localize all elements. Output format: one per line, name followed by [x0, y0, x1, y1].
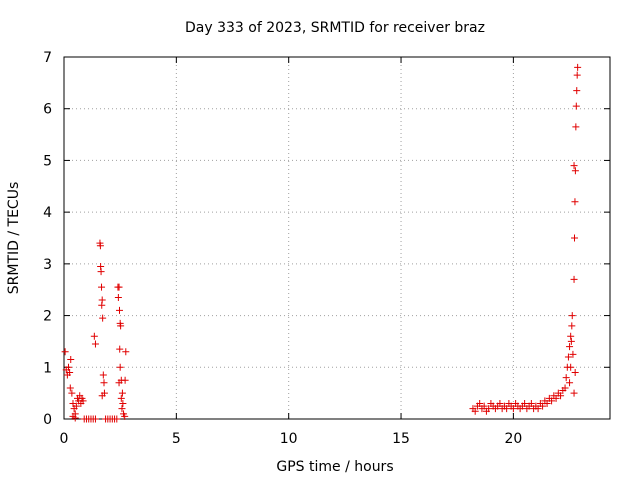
data-point [96, 242, 104, 250]
data-point [471, 407, 479, 415]
y-tick-label: 1 [43, 360, 52, 376]
x-tick-label: 5 [172, 431, 181, 447]
data-point [97, 268, 105, 276]
chart-title: Day 333 of 2023, SRMTID for receiver bra… [185, 20, 485, 36]
data-point [476, 399, 484, 407]
data-point [485, 405, 493, 413]
data-point [573, 71, 581, 79]
data-point [61, 348, 69, 356]
data-point [91, 415, 99, 423]
data-point [119, 399, 127, 407]
x-axis-label: GPS time / hours [276, 459, 393, 475]
x-tick-label: 20 [504, 431, 522, 447]
data-point [521, 399, 529, 407]
data-point [567, 337, 575, 345]
data-point [98, 392, 106, 400]
data-point [566, 379, 574, 387]
data-point [66, 384, 74, 392]
data-point [573, 87, 581, 95]
data-point [562, 374, 570, 382]
data-point [557, 392, 565, 400]
data-point [527, 399, 535, 407]
y-axis-label: SRMTID / TECUs [6, 182, 22, 295]
data-point [79, 397, 87, 405]
y-tick-labels: 0 1 2 3 4 5 6 7 [43, 50, 52, 428]
data-point [552, 394, 560, 402]
data-point [99, 371, 107, 379]
data-point [113, 415, 121, 423]
y-tick-label: 6 [43, 102, 52, 118]
data-point [572, 123, 580, 131]
data-point [566, 343, 574, 351]
data-point [68, 389, 76, 397]
data-point [571, 167, 579, 175]
y-tick-label: 5 [43, 153, 52, 169]
data-point [543, 399, 551, 407]
y-tick-label: 3 [43, 257, 52, 273]
data-point [534, 405, 542, 413]
data-point [100, 379, 108, 387]
data-point [98, 283, 106, 291]
data-point [71, 414, 79, 422]
data-point [570, 389, 578, 397]
data-point [121, 412, 129, 420]
data-point [574, 63, 582, 71]
data-point [90, 332, 98, 340]
data-point [115, 306, 123, 314]
x-tick-label: 0 [60, 431, 69, 447]
data-point [99, 314, 107, 322]
data-point [570, 275, 578, 283]
x-tick-label: 10 [280, 431, 298, 447]
data-point [116, 345, 124, 353]
plot-frame [63, 56, 611, 420]
data-point [115, 283, 123, 291]
data-point [91, 340, 99, 348]
data-point [67, 356, 75, 364]
data-point [567, 363, 575, 371]
grid [64, 57, 610, 419]
data-point [548, 397, 556, 405]
axis-ticks [63, 56, 610, 420]
data-point [564, 353, 572, 361]
x-tick-labels: 0 5 10 15 20 [60, 431, 523, 447]
data-point [116, 363, 124, 371]
data-point [122, 348, 130, 356]
data-point [571, 198, 579, 206]
data-point [571, 368, 579, 376]
data-point [480, 402, 488, 410]
data-point [121, 376, 129, 384]
data-point [114, 293, 122, 301]
x-tick-label: 15 [392, 431, 410, 447]
data-point [570, 162, 578, 170]
y-tick-label: 7 [43, 50, 52, 66]
data-point [561, 384, 569, 392]
data-point [503, 405, 511, 413]
data-points [61, 63, 582, 423]
data-point [66, 368, 74, 376]
data-point [572, 102, 580, 110]
data-point [72, 402, 80, 410]
data-point [117, 394, 125, 402]
data-point [539, 402, 547, 410]
data-point [115, 379, 123, 387]
data-point [567, 332, 575, 340]
data-point [98, 301, 106, 309]
data-point [117, 322, 125, 330]
data-point [568, 312, 576, 320]
y-tick-label: 2 [43, 309, 52, 325]
data-point [568, 322, 576, 330]
y-tick-label: 0 [43, 412, 52, 428]
data-point [118, 405, 126, 413]
data-point [569, 350, 577, 358]
y-tick-label: 4 [43, 205, 52, 221]
data-point [570, 234, 578, 242]
data-point [496, 399, 504, 407]
data-point [509, 405, 517, 413]
data-point [64, 363, 72, 371]
data-point [118, 389, 126, 397]
